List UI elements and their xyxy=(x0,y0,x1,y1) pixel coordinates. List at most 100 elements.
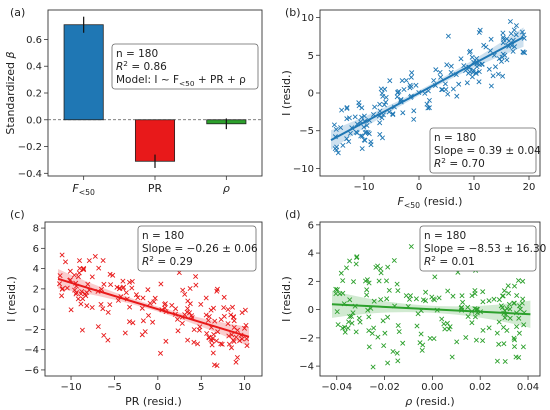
panel-b-point xyxy=(486,66,492,72)
panel-a-stats-line: n = 180 xyxy=(116,48,158,60)
panel-a-xtick-label: PR xyxy=(148,182,163,195)
panel-b-point xyxy=(382,86,388,92)
panel-c-point xyxy=(180,287,186,293)
panel-d-point xyxy=(353,261,359,267)
panel-b-point xyxy=(359,114,365,120)
panel-d-point xyxy=(362,278,369,284)
panel-c-point xyxy=(75,274,81,280)
panel-d-point xyxy=(364,287,370,293)
panel-c-point xyxy=(92,253,98,259)
panel-c-point xyxy=(244,343,250,349)
panel-d-point xyxy=(386,287,392,293)
panel-b-point xyxy=(400,110,406,116)
panel-c-point xyxy=(145,312,152,319)
panel-b-point xyxy=(383,94,389,100)
panel-b-scatter: −10 0 10 20 −10 −5 0 5 10 F<50 (resid.) I (resid.)… xyxy=(280,9,541,210)
panel-c-point xyxy=(162,301,168,307)
panel-c-point xyxy=(76,270,82,276)
panel-b-point xyxy=(469,74,475,80)
panel-b-point xyxy=(445,91,451,97)
panel-c-ytick-label: 0 xyxy=(33,305,39,316)
panel-a-bar xyxy=(63,24,104,121)
panel-c-point xyxy=(231,318,237,324)
panel-d-point xyxy=(511,344,518,350)
panel-d-point xyxy=(375,334,381,340)
panel-b-point xyxy=(354,130,360,136)
panel-d-point xyxy=(391,257,397,264)
panel-d-point xyxy=(480,327,486,333)
panel-d-ytick-label: −2 xyxy=(299,333,314,344)
panel-b-point xyxy=(344,136,350,142)
panel-c-point xyxy=(123,290,129,296)
panel-c-point xyxy=(234,327,241,333)
panel-b-point xyxy=(395,89,401,95)
panel-d-xlabel: ρ (resid.) xyxy=(405,395,454,408)
panel-d-point xyxy=(350,279,357,285)
panel-b-point xyxy=(431,77,437,84)
panel-c-xtick-label: 5 xyxy=(198,382,204,393)
panel-b-point xyxy=(333,126,339,132)
panel-d-scatter: −0.04 −0.02 0.00 0.02 0.04 −4 −2 0 2 4 6 ρ (resid.)… xyxy=(280,220,546,408)
panel-d-point xyxy=(340,325,346,331)
panel-d-point xyxy=(511,283,518,289)
panel-c-point xyxy=(89,274,95,280)
panel-c-point xyxy=(215,329,221,335)
panel-d-point xyxy=(498,303,504,309)
panel-d-point xyxy=(459,293,465,299)
panel-b-stats-line: R2 = 0.70 xyxy=(434,156,485,170)
panel-d-point xyxy=(486,325,492,331)
panel-c-point xyxy=(228,312,234,318)
panel-c-point xyxy=(64,285,70,291)
panel-d-point xyxy=(356,315,362,321)
panel-d-point xyxy=(514,292,520,299)
panel-c-point xyxy=(84,303,90,309)
panel-d-point xyxy=(376,278,382,284)
panel-d-point xyxy=(427,335,433,341)
panel-c-point xyxy=(72,287,78,293)
panel-c-point xyxy=(209,342,215,348)
panel-d-point xyxy=(385,360,391,366)
panel-b-point xyxy=(359,105,365,111)
panel-b-point xyxy=(443,86,449,93)
panel-b-point xyxy=(506,38,512,44)
panel-d-xtick-label: −0.04 xyxy=(321,382,352,393)
panel-b-point xyxy=(409,70,415,76)
panel-c-point xyxy=(185,337,191,343)
panel-c-point xyxy=(218,316,224,323)
panel-c-point xyxy=(73,291,79,297)
panel-c-point xyxy=(114,284,120,290)
panel-b-point xyxy=(476,79,482,85)
panel-c-stats-line: Slope = −0.26 ± 0.06 xyxy=(142,243,258,255)
panel-d-fit-line xyxy=(331,303,531,316)
panel-d-point xyxy=(377,266,384,272)
panel-c-point xyxy=(101,332,107,338)
panel-c-point xyxy=(210,350,216,356)
panel-d-point xyxy=(394,281,400,287)
panel-b-ylabel: I (resid.) xyxy=(280,70,293,116)
panel-d-point xyxy=(494,358,500,364)
panel-b-point xyxy=(476,69,482,75)
panel-b-point xyxy=(490,73,496,79)
panel-b-fit-line xyxy=(330,36,524,141)
panel-c-point xyxy=(203,312,209,318)
panel-b-point xyxy=(379,135,386,141)
panel-c-point xyxy=(187,301,193,307)
panel-d-point xyxy=(343,265,350,271)
panel-d-xtick-label: 0.04 xyxy=(517,382,539,393)
panel-c-xtick-label: −5 xyxy=(107,382,122,393)
panel-d-point xyxy=(369,330,375,336)
panel-b-point xyxy=(513,32,519,38)
panel-d-point xyxy=(347,314,353,320)
panel-d-point xyxy=(407,293,414,299)
panel-d-point xyxy=(469,293,475,299)
panel-c-scatter: −10 −5 0 5 10 −6 −4 −2 0 2 4 6 8 PR (resid.) I (resid.… xyxy=(5,221,263,408)
panel-d-point xyxy=(408,243,414,250)
panel-c-point xyxy=(226,333,232,339)
panel-d-point xyxy=(502,315,508,321)
panel-d-point xyxy=(460,299,466,305)
panel-d-point xyxy=(436,295,442,301)
panel-b-point xyxy=(372,104,378,110)
panel-c-point xyxy=(187,285,193,292)
panel-d-point xyxy=(496,341,502,347)
